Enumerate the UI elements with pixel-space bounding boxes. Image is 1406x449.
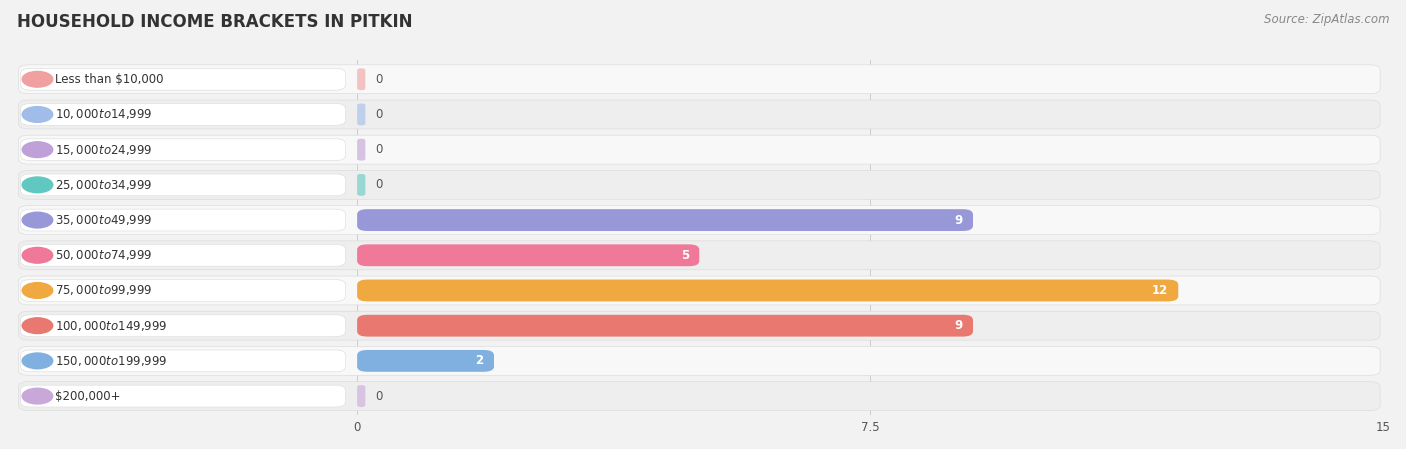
FancyBboxPatch shape — [21, 174, 346, 196]
Circle shape — [22, 388, 52, 404]
FancyBboxPatch shape — [18, 311, 1381, 340]
FancyBboxPatch shape — [357, 68, 366, 90]
Text: $10,000 to $14,999: $10,000 to $14,999 — [55, 107, 152, 122]
Text: 12: 12 — [1152, 284, 1168, 297]
FancyBboxPatch shape — [21, 385, 346, 407]
FancyBboxPatch shape — [357, 174, 366, 196]
Circle shape — [22, 318, 52, 334]
FancyBboxPatch shape — [357, 104, 366, 125]
FancyBboxPatch shape — [18, 135, 1381, 164]
FancyBboxPatch shape — [18, 206, 1381, 234]
Circle shape — [22, 247, 52, 263]
Circle shape — [22, 353, 52, 369]
Circle shape — [22, 71, 52, 87]
Text: 9: 9 — [955, 214, 963, 227]
FancyBboxPatch shape — [18, 382, 1381, 410]
Circle shape — [22, 212, 52, 228]
FancyBboxPatch shape — [18, 241, 1381, 270]
FancyBboxPatch shape — [21, 350, 346, 372]
Text: $50,000 to $74,999: $50,000 to $74,999 — [55, 248, 152, 262]
FancyBboxPatch shape — [18, 276, 1381, 305]
Circle shape — [22, 177, 52, 193]
Text: Source: ZipAtlas.com: Source: ZipAtlas.com — [1264, 13, 1389, 26]
Text: $75,000 to $99,999: $75,000 to $99,999 — [55, 283, 152, 298]
FancyBboxPatch shape — [357, 209, 973, 231]
Text: HOUSEHOLD INCOME BRACKETS IN PITKIN: HOUSEHOLD INCOME BRACKETS IN PITKIN — [17, 13, 412, 31]
Text: Less than $10,000: Less than $10,000 — [55, 73, 163, 86]
FancyBboxPatch shape — [21, 315, 346, 337]
Circle shape — [22, 142, 52, 158]
Circle shape — [22, 282, 52, 298]
Text: $25,000 to $34,999: $25,000 to $34,999 — [55, 178, 152, 192]
Text: $200,000+: $200,000+ — [55, 390, 121, 403]
Text: 0: 0 — [375, 108, 382, 121]
FancyBboxPatch shape — [21, 139, 346, 161]
FancyBboxPatch shape — [357, 350, 494, 372]
FancyBboxPatch shape — [357, 280, 1178, 301]
Text: 0: 0 — [375, 143, 382, 156]
FancyBboxPatch shape — [357, 385, 366, 407]
FancyBboxPatch shape — [21, 68, 346, 90]
FancyBboxPatch shape — [21, 280, 346, 301]
Text: $35,000 to $49,999: $35,000 to $49,999 — [55, 213, 152, 227]
Text: 2: 2 — [475, 354, 484, 367]
FancyBboxPatch shape — [18, 171, 1381, 199]
Text: 0: 0 — [375, 390, 382, 403]
Text: 0: 0 — [375, 178, 382, 191]
FancyBboxPatch shape — [357, 139, 366, 161]
FancyBboxPatch shape — [18, 65, 1381, 94]
FancyBboxPatch shape — [21, 104, 346, 125]
Text: $15,000 to $24,999: $15,000 to $24,999 — [55, 143, 152, 157]
FancyBboxPatch shape — [18, 100, 1381, 129]
Text: 0: 0 — [375, 73, 382, 86]
Text: 5: 5 — [681, 249, 689, 262]
FancyBboxPatch shape — [357, 244, 699, 266]
Circle shape — [22, 106, 52, 122]
Text: $100,000 to $149,999: $100,000 to $149,999 — [55, 319, 167, 333]
FancyBboxPatch shape — [21, 244, 346, 266]
FancyBboxPatch shape — [18, 347, 1381, 375]
Text: $150,000 to $199,999: $150,000 to $199,999 — [55, 354, 167, 368]
Text: 9: 9 — [955, 319, 963, 332]
FancyBboxPatch shape — [21, 209, 346, 231]
FancyBboxPatch shape — [357, 315, 973, 337]
